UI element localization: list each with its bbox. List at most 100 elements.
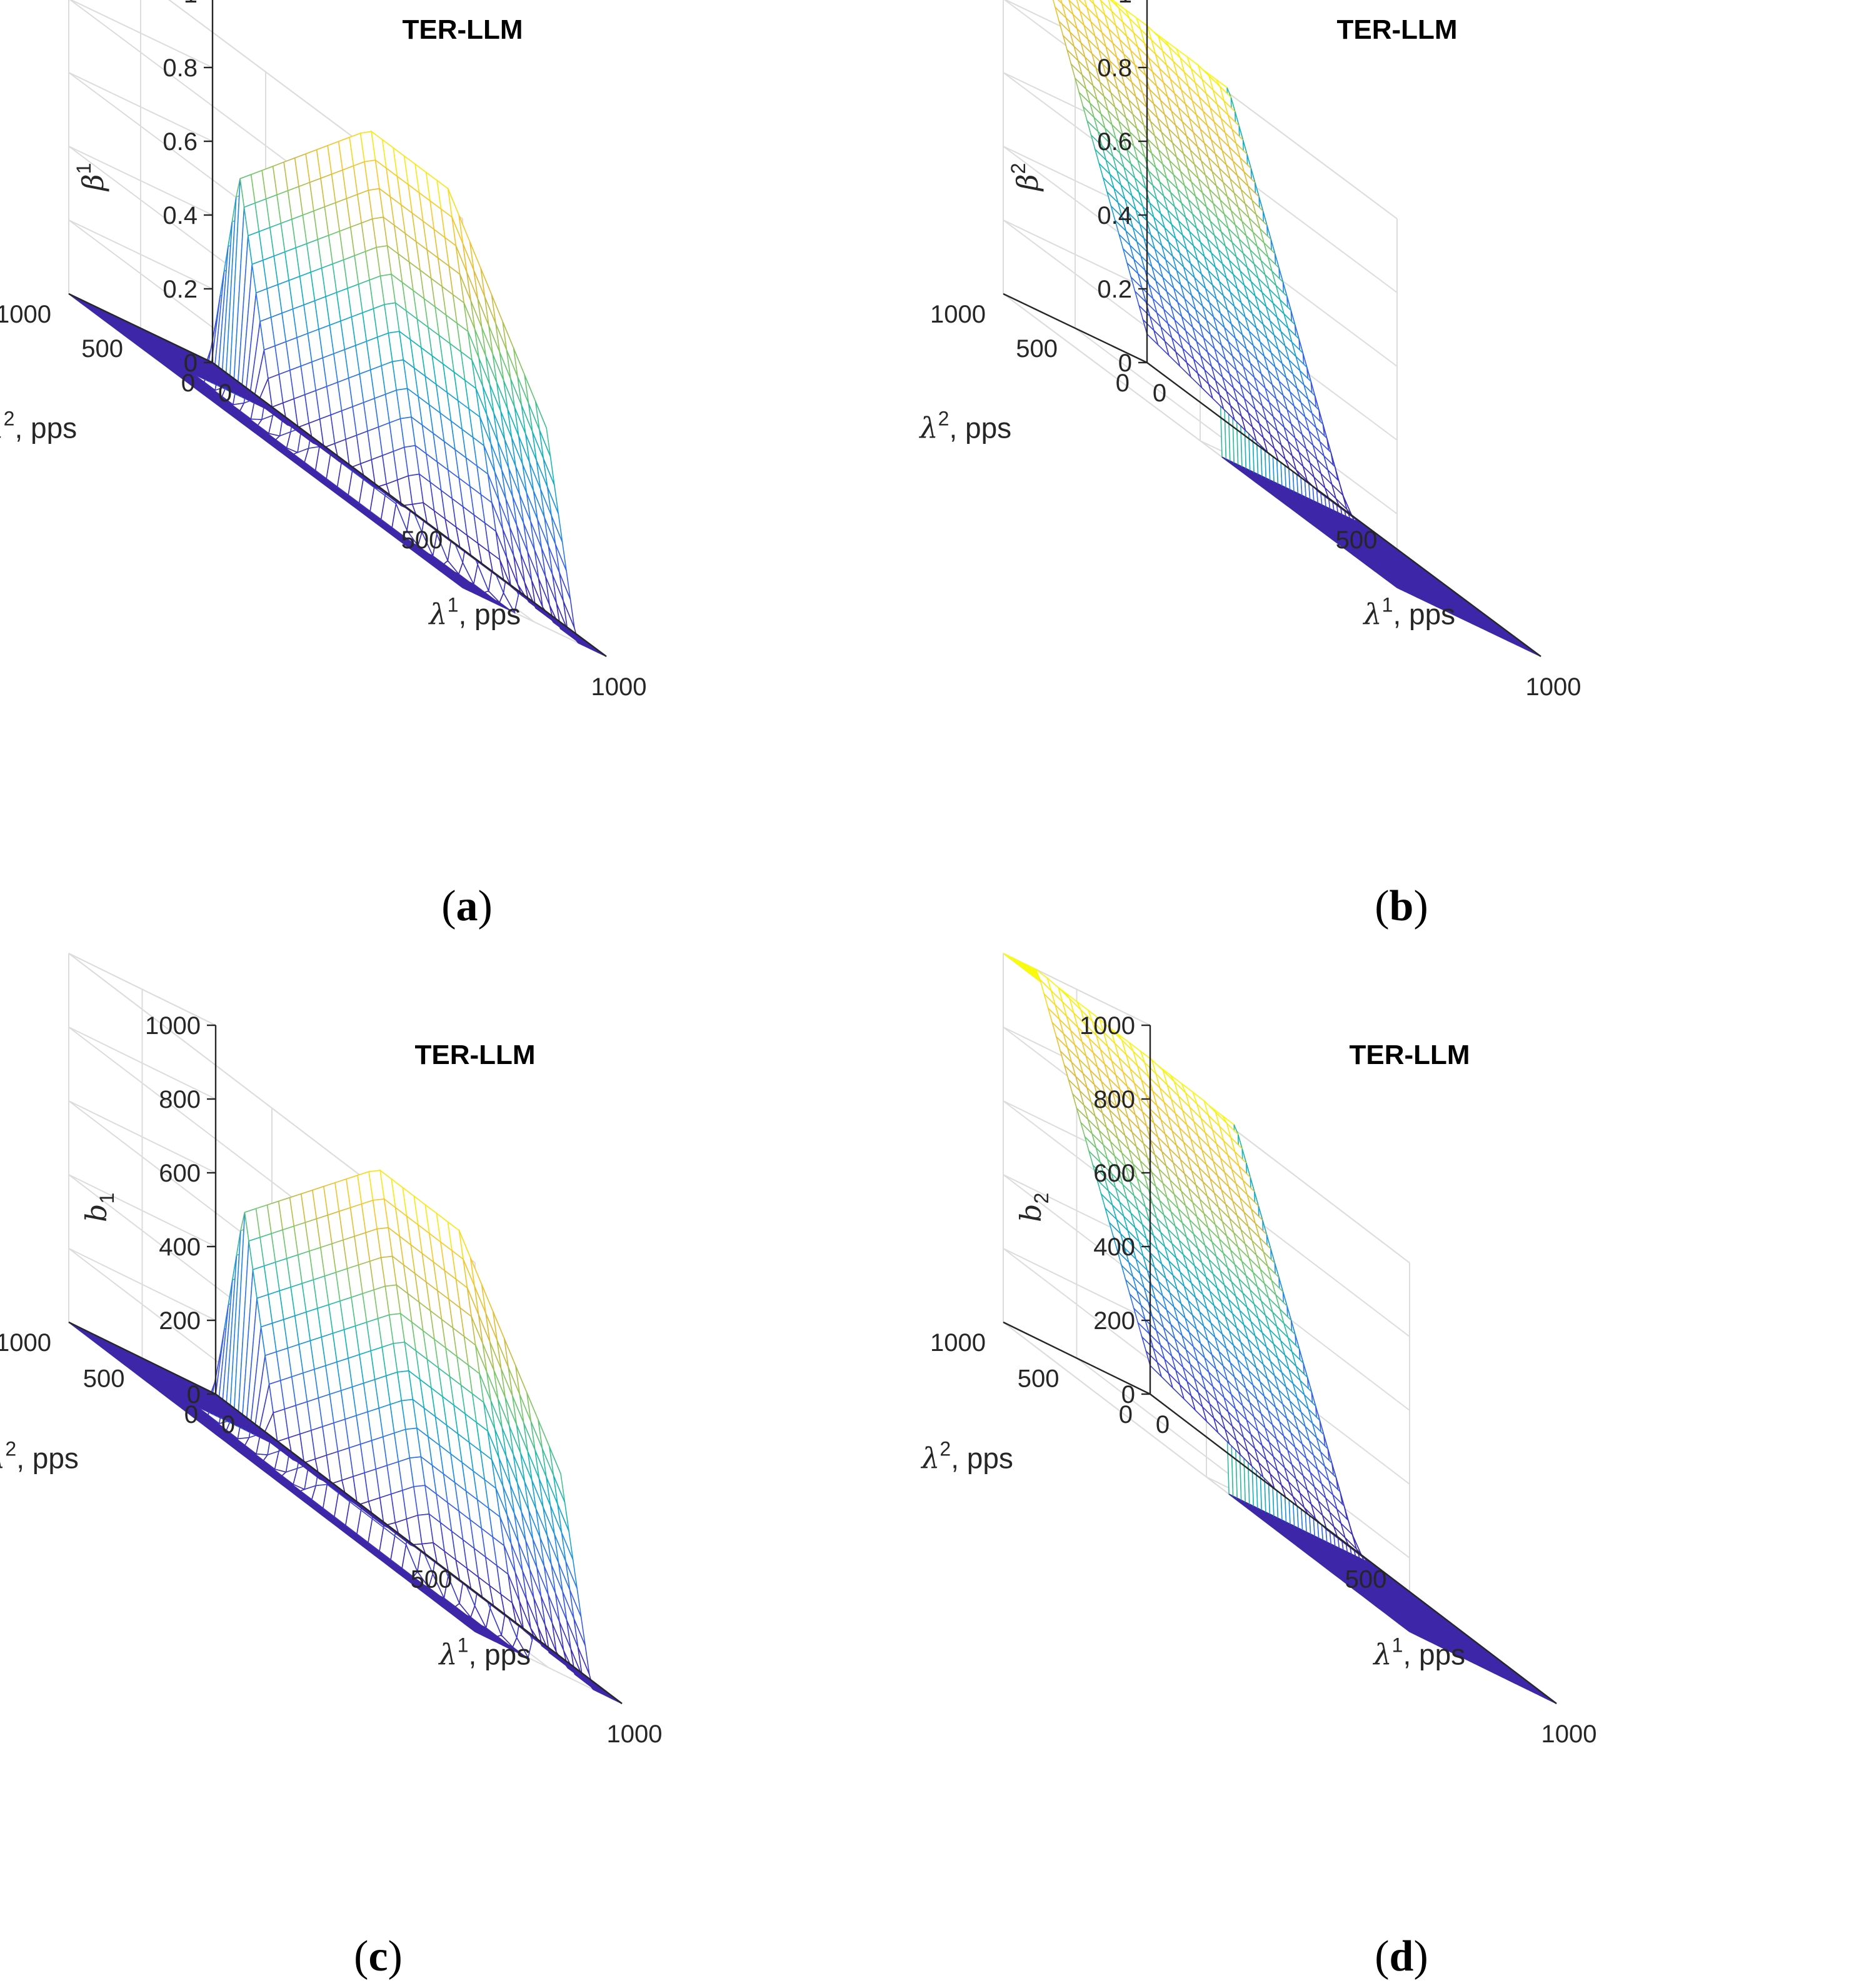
x-axis-line [215, 1393, 623, 1704]
x-tick-1: 500 [411, 1566, 453, 1594]
gridline-z-left [68, 1100, 216, 1173]
x-label-sup: 1 [448, 594, 459, 616]
caption-c: (c) [354, 1932, 403, 1980]
z-tick-0: 0 [184, 349, 198, 377]
z-tick-2: 0.4 [1097, 202, 1132, 229]
x-label-sup: 1 [1382, 594, 1393, 616]
z-label-symbol: β [1011, 174, 1045, 192]
x-axis-label: λ1, pps [428, 594, 521, 631]
x-tick-1: 500 [401, 526, 443, 554]
z-tick-2: 0.4 [163, 202, 198, 229]
gridline-z-left [68, 146, 213, 216]
y-label-symbol: λ [919, 411, 938, 445]
caption-a: (a) [441, 882, 493, 930]
x-label-rest: , pps [458, 598, 521, 631]
gridline-z-left [69, 0, 213, 68]
z-tick-3: 0.6 [1097, 128, 1132, 156]
y-tick-1: 500 [81, 335, 123, 363]
z-tick-2: 400 [159, 1233, 201, 1261]
y-axis-label: λ2, pps [0, 1437, 79, 1475]
plot-c: TER-LLM 0 200 400 600 800 1000 0 500 100… [0, 953, 663, 1748]
z-axis-label: b1 [79, 1193, 118, 1222]
y-label-symbol: λ [0, 1441, 5, 1475]
caption-letter: a [456, 882, 478, 930]
y-label-rest: , pps [949, 412, 1011, 444]
y-axis-label: λ2, pps [0, 408, 77, 445]
y-label-sup: 2 [938, 408, 950, 430]
x-tick-2: 1000 [591, 673, 647, 701]
y-tick-0: 0 [181, 369, 195, 397]
z-tick-3: 0.6 [163, 128, 198, 156]
gridline-z-left [68, 1248, 216, 1321]
x-label-rest: , pps [1393, 598, 1455, 631]
y-tick-0: 0 [1116, 369, 1130, 397]
z-tick-1: 0.2 [1097, 276, 1132, 303]
y-axis-label: λ2, pps [919, 408, 1012, 445]
z-tick-5: 1 [1118, 0, 1132, 8]
gridline-z-left [1003, 1248, 1151, 1321]
gridline-z-left [68, 219, 213, 289]
z-tick-5: 1 [184, 0, 198, 8]
x-axis-label: λ1, pps [438, 1634, 531, 1671]
x-label-symbol: λ [428, 598, 448, 631]
z-tick-0: 0 [187, 1381, 201, 1408]
z-tick-1: 0.2 [163, 276, 198, 303]
plot-b: TER-LLM 0 0.2 0.4 0.6 0.8 1 0 500 1000 0… [919, 0, 1581, 701]
x-tick-1: 500 [1336, 526, 1378, 554]
y-label-sup: 2 [5, 1437, 16, 1460]
gridline-z-left [68, 1027, 216, 1100]
panel-c: TER-LLM 0 200 400 600 800 1000 0 500 100… [0, 953, 934, 1988]
y-axis-line [68, 293, 213, 364]
x-tick-0: 0 [1153, 379, 1166, 407]
y-tick-0: 0 [184, 1401, 198, 1428]
z-tick-4: 0.8 [1097, 54, 1132, 82]
plot-d: TER-LLM 0 200 400 600 800 1000 0 500 100… [920, 953, 1596, 1748]
x-tick-0: 0 [218, 379, 232, 407]
gridline-z-left [68, 72, 213, 142]
y-tick-1: 500 [1016, 335, 1058, 363]
panel-d: TER-LLM 0 200 400 600 800 1000 0 500 100… [920, 953, 1869, 1988]
x-label-symbol: λ [438, 1637, 458, 1671]
x-axis-label: λ1, pps [1363, 594, 1456, 631]
y-tick-2: 1000 [0, 301, 51, 328]
z-axis-label: β2 [1007, 163, 1045, 192]
y-label-rest: , pps [14, 412, 77, 444]
z-tick-4: 800 [159, 1086, 201, 1113]
chart-title: TER-LLM [1336, 14, 1457, 45]
z-label-symbol: β [76, 174, 110, 192]
x-tick-2: 1000 [607, 1720, 663, 1748]
y-tick-2: 1000 [0, 1329, 51, 1357]
plot-a: TER-LLM 0 0.2 0.4 0.6 0.8 1 0 500 1000 0… [0, 0, 647, 701]
x-label-sup: 1 [458, 1634, 469, 1656]
caption-letter: c [368, 1932, 388, 1980]
chart-title: TER-LLM [402, 14, 523, 45]
y-tick-1: 500 [83, 1365, 125, 1393]
y-label-sup: 2 [4, 408, 15, 430]
y-label-rest: , pps [16, 1442, 79, 1474]
z-tick-3: 600 [159, 1160, 201, 1187]
chart-title: TER-LLM [414, 1040, 535, 1070]
x-tick-2: 1000 [1526, 673, 1581, 701]
wall-top [68, 953, 216, 1026]
x-label-symbol: λ [1363, 598, 1382, 631]
panel-a: TER-LLM 0 0.2 0.4 0.6 0.8 1 0 500 1000 0… [0, 0, 934, 938]
z-tick-5: 1000 [145, 1012, 201, 1040]
caption-b: (b) [1375, 882, 1428, 930]
z-tick-4: 0.8 [163, 54, 198, 82]
x-tick-0: 0 [221, 1411, 235, 1438]
x-label-rest: , pps [468, 1638, 531, 1670]
panel-b: TER-LLM 0 0.2 0.4 0.6 0.8 1 0 500 1000 0… [919, 0, 1869, 938]
z-label-sub: 1 [96, 1193, 118, 1204]
y-axis-line [68, 1321, 216, 1395]
z-label-symbol: b [79, 1204, 113, 1222]
gridline-z-left [1003, 219, 1148, 289]
y-label-symbol: λ [0, 411, 4, 445]
z-label-sup: 1 [73, 163, 95, 174]
x-axis-line [212, 362, 607, 657]
z-tick-1: 200 [159, 1307, 201, 1335]
x-axis-line [1146, 362, 1541, 657]
z-axis-label: β1 [73, 163, 110, 192]
y-axis-line [1003, 293, 1148, 364]
z-label-sup: 2 [1007, 163, 1030, 174]
